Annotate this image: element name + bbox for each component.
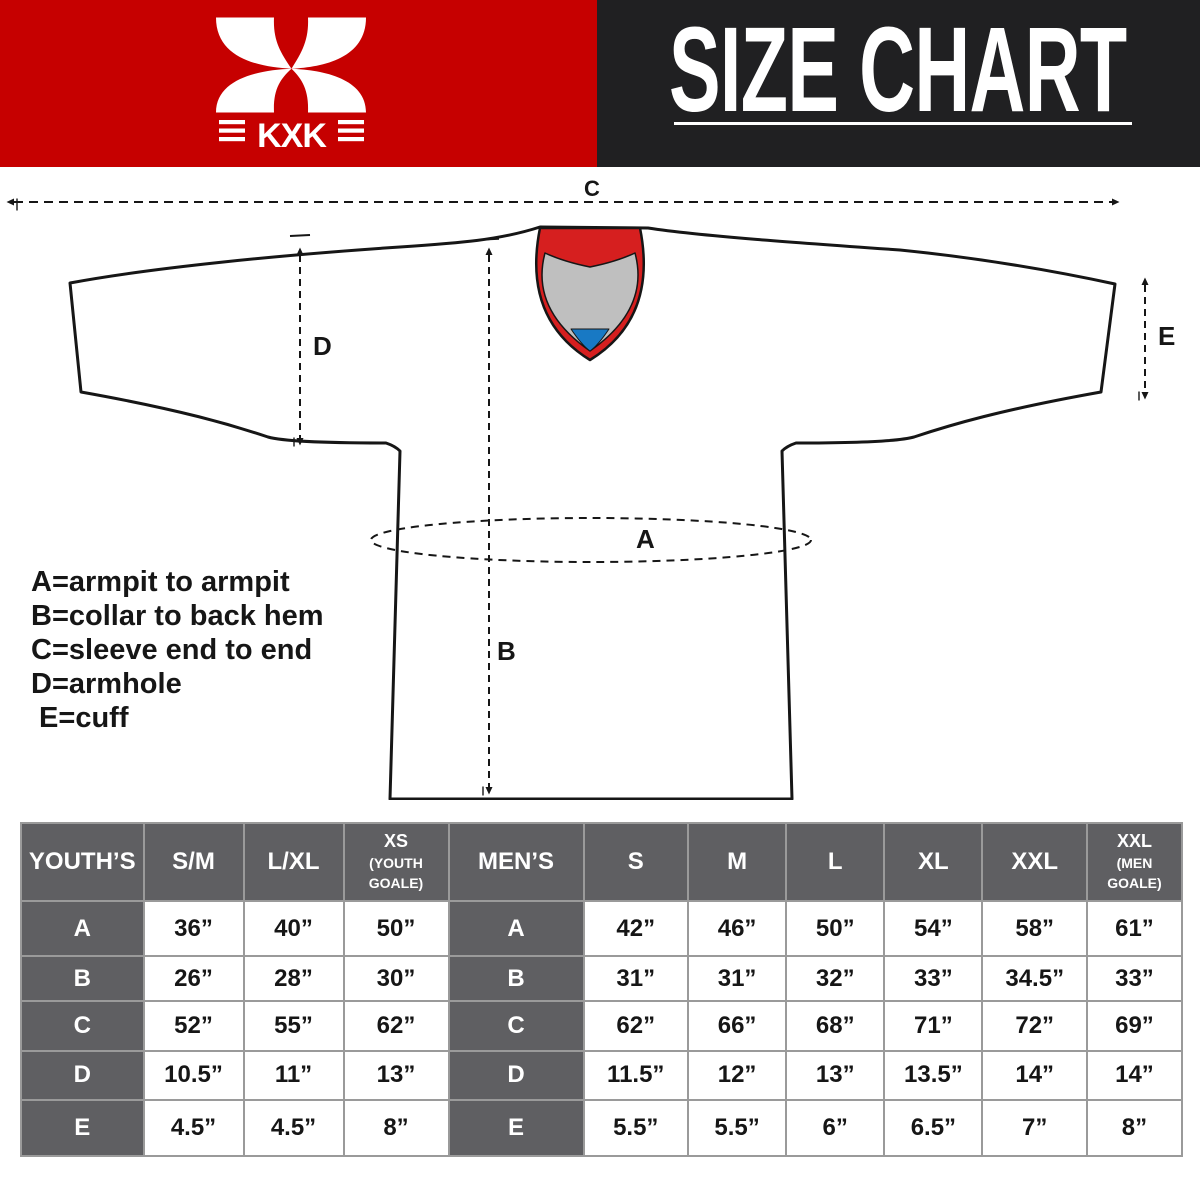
svg-text:B: B: [497, 636, 516, 666]
svg-text:E: E: [1158, 321, 1175, 351]
svg-text:A: A: [636, 524, 655, 554]
svg-text:KXK: KXK: [257, 117, 327, 155]
svg-text:C: C: [584, 180, 600, 201]
svg-text:D: D: [313, 331, 332, 361]
